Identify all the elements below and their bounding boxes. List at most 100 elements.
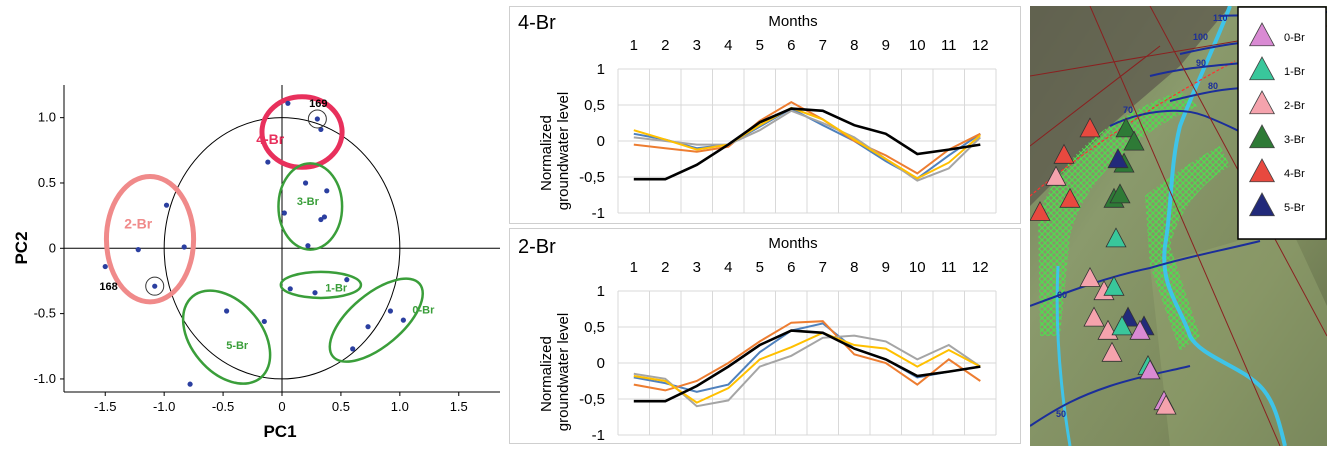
pca-data-point (281, 210, 287, 216)
line-chart-2br-month-tick: 11 (941, 259, 957, 276)
groundwater-map: 110 100 90 80 70 60 50 0-Br 1-Br 2-Br 3-Br 4… (1029, 5, 1327, 447)
pca-data-point (387, 308, 394, 314)
line-chart-4br-panel: 4-Br Months Normalized groundwater level… (509, 6, 1021, 224)
map-well-marker-0-br (1129, 319, 1151, 340)
line-chart-4br-month-tick: 1 (630, 37, 638, 54)
line-chart-2br-y-tick: -1 (592, 427, 605, 443)
pca-data-point (224, 308, 230, 314)
pca-data-point (312, 290, 318, 296)
pca-cluster-label-1-br: 1-Br (325, 282, 348, 294)
line-chart-2br-month-tick: 3 (693, 259, 701, 276)
pca-y-tick-label: 0 (49, 240, 56, 255)
map-well-marker-0-br (1139, 359, 1161, 380)
contour-label-50: 50 (1056, 409, 1066, 419)
map-well-marker-4-br (1029, 200, 1051, 221)
contour-label-110: 110 (1213, 13, 1228, 23)
map-river (1055, 265, 1072, 447)
pca-x-tick-label: 1.0 (391, 399, 409, 414)
line-chart-2br-month-tick: 8 (850, 259, 858, 276)
line-chart-4br-month-tick: 5 (756, 37, 764, 54)
pca-cluster-ellipse-0-br (328, 277, 424, 363)
pca-x-tick-label: 1.5 (450, 399, 468, 414)
map-well-marker-4-br (1079, 117, 1101, 138)
contour-label-60: 60 (1057, 290, 1067, 300)
pca-cluster-label-0-br: 0-Br (412, 305, 435, 317)
legend-triangle-3-br (1248, 124, 1276, 149)
pca-data-point (321, 214, 328, 220)
line-chart-4br-y-tick: 1 (597, 61, 605, 78)
line-chart-2br-series-line-2 (633, 320, 981, 392)
pca-data-point (302, 180, 309, 186)
legend-label-0-br: 0-Br (1284, 32, 1305, 44)
line-chart-2br-ylabel: Normalized groundwater level (538, 313, 572, 431)
legend-label-1-br: 1-Br (1284, 66, 1305, 78)
line-chart-2br-month-tick: 7 (819, 259, 827, 276)
pca-y-tick-label: -1.0 (34, 371, 56, 386)
map-well-marker-5-br (1107, 148, 1129, 169)
line-chart-4br-y-tick: 0 (597, 133, 605, 150)
line-chart-2br-series-line-3 (633, 334, 981, 408)
line-chart-4br-month-tick: 10 (909, 37, 926, 54)
line-chart-2br-panel: 2-Br Months Normalized groundwater level… (509, 228, 1021, 444)
map-well-marker-2-br (1083, 306, 1105, 327)
pca-y-tick-label: 0.5 (38, 175, 56, 190)
line-chart-2br-month-tick: 12 (972, 259, 989, 276)
legend-label-5-br: 5-Br (1284, 202, 1305, 214)
pca-cluster-ellipse-3-br (277, 162, 344, 251)
map-well-marker-2-br (1101, 341, 1123, 362)
pca-data-point (400, 317, 406, 323)
pca-data-point (365, 324, 371, 330)
line-chart-4br-y-tick: -1 (592, 205, 605, 222)
pca-data-point (350, 346, 356, 352)
contour-label-80: 80 (1208, 81, 1218, 91)
line-chart-4br: 4-Br Months Normalized groundwater level… (518, 12, 997, 222)
pca-data-point (324, 188, 330, 194)
line-chart-4br-month-tick: 8 (850, 37, 858, 54)
pca-data-point (285, 100, 291, 106)
pca-data-point (135, 247, 141, 253)
map-river (1162, 5, 1287, 447)
contour-label-70: 70 (1123, 105, 1133, 115)
pca-y-tick-label: 1.0 (38, 110, 56, 125)
pca-data-point (163, 202, 170, 208)
pca-cluster-label-4-br: 4-Br (256, 131, 285, 147)
line-chart-2br-month-tick: 2 (661, 259, 669, 276)
pca-x-tick-label: 0.5 (332, 399, 350, 414)
pca-data-point (287, 286, 293, 292)
pca-cluster-label-3-br: 3-Br (297, 196, 320, 208)
map-well-marker-1-br (1103, 275, 1125, 296)
line-chart-4br-series-line-5 (633, 107, 981, 181)
line-chart-2br-month-tick: 5 (756, 259, 764, 276)
line-chart-4br-month-tick: 9 (882, 37, 890, 54)
line-chart-4br-month-tick: 11 (941, 37, 957, 54)
pca-data-point (152, 283, 158, 289)
annotation-label-168: 168 (99, 281, 117, 293)
map-well-marker-2-br (1079, 266, 1101, 287)
line-chart-2br-y-tick: 1 (597, 283, 605, 300)
pca-x-tick-label: 0 (278, 399, 285, 414)
pca-cluster-ellipse-1-br (279, 270, 363, 300)
pca-cluster-ellipse-4-br (259, 94, 345, 170)
map-road (1089, 5, 1281, 447)
line-chart-2br-xlabel: Months (768, 235, 817, 252)
legend-label-2-br: 2-Br (1284, 100, 1305, 112)
line-chart-2br: 2-Br Months Normalized groundwater level… (518, 235, 997, 444)
map-hatched-zone (1038, 91, 1198, 336)
pca-data-point (187, 381, 193, 387)
line-chart-2br-series-line-5 (633, 329, 981, 403)
contour-label-90: 90 (1196, 58, 1206, 68)
pca-x-tick-label: -1.0 (153, 399, 175, 414)
pca-data-point (265, 159, 271, 165)
pca-data-point (102, 263, 108, 270)
line-chart-2br-month-tick: 10 (909, 259, 926, 276)
pca-data-point (181, 244, 187, 250)
pca-y-tick-label: -0.5 (34, 306, 56, 321)
pca-data-point (344, 277, 350, 283)
line-chart-4br-ylabel-line1: Normalized (538, 115, 555, 191)
map-well-marker-2-br (1045, 165, 1067, 186)
map-contour-line (1029, 365, 1191, 427)
line-chart-4br-xlabel: Months (768, 13, 817, 30)
line-chart-4br-month-tick: 3 (693, 37, 701, 54)
legend-label-3-br: 3-Br (1284, 134, 1305, 146)
line-chart-2br-ylabel-line2: groundwater level (555, 313, 572, 431)
